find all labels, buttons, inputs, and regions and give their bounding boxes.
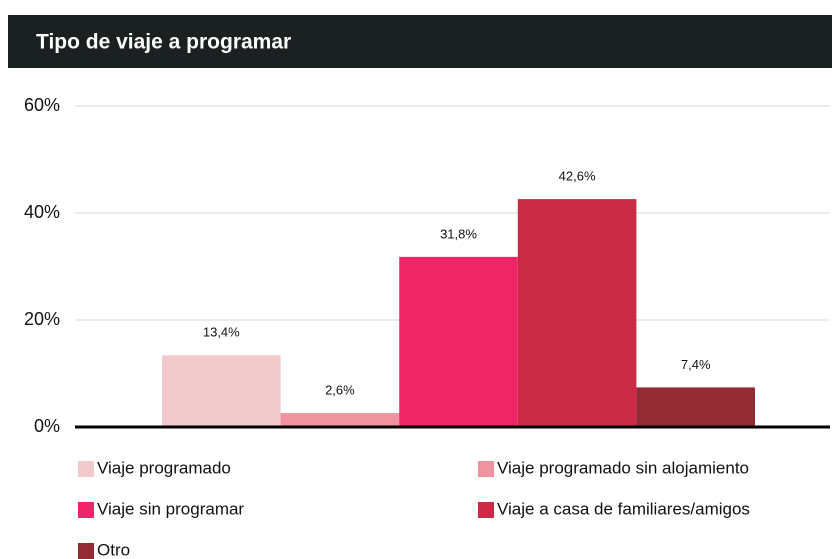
- y-tick-label: 0%: [34, 416, 60, 436]
- bar: [280, 413, 400, 427]
- legend-label: Viaje programado: [97, 458, 231, 477]
- chart-title: Tipo de viaje a programar: [36, 31, 291, 54]
- bar: [636, 387, 755, 427]
- header-bar: [8, 15, 832, 68]
- bar: [399, 256, 518, 427]
- legend-label: Viaje a casa de familiares/amigos: [497, 499, 750, 518]
- value-label: 13,4%: [203, 325, 240, 340]
- legend-swatch: [78, 543, 94, 559]
- legend-swatch: [78, 502, 94, 518]
- y-tick-label: 40%: [24, 202, 60, 222]
- legend-label: Viaje programado sin alojamiento: [497, 458, 749, 477]
- value-label: 42,6%: [559, 169, 596, 184]
- legend-swatch: [478, 461, 494, 477]
- y-tick-label: 60%: [24, 95, 60, 115]
- legend-swatch: [78, 461, 94, 477]
- value-label: 7,4%: [681, 357, 711, 372]
- legend-label: Viaje sin programar: [97, 499, 244, 518]
- value-label: 31,8%: [440, 226, 477, 241]
- bar: [162, 355, 281, 427]
- legend-swatch: [478, 502, 494, 518]
- y-tick-label: 20%: [24, 309, 60, 329]
- value-label: 2,6%: [325, 383, 355, 398]
- legend-label: Otro: [97, 540, 130, 559]
- bar: [517, 199, 637, 427]
